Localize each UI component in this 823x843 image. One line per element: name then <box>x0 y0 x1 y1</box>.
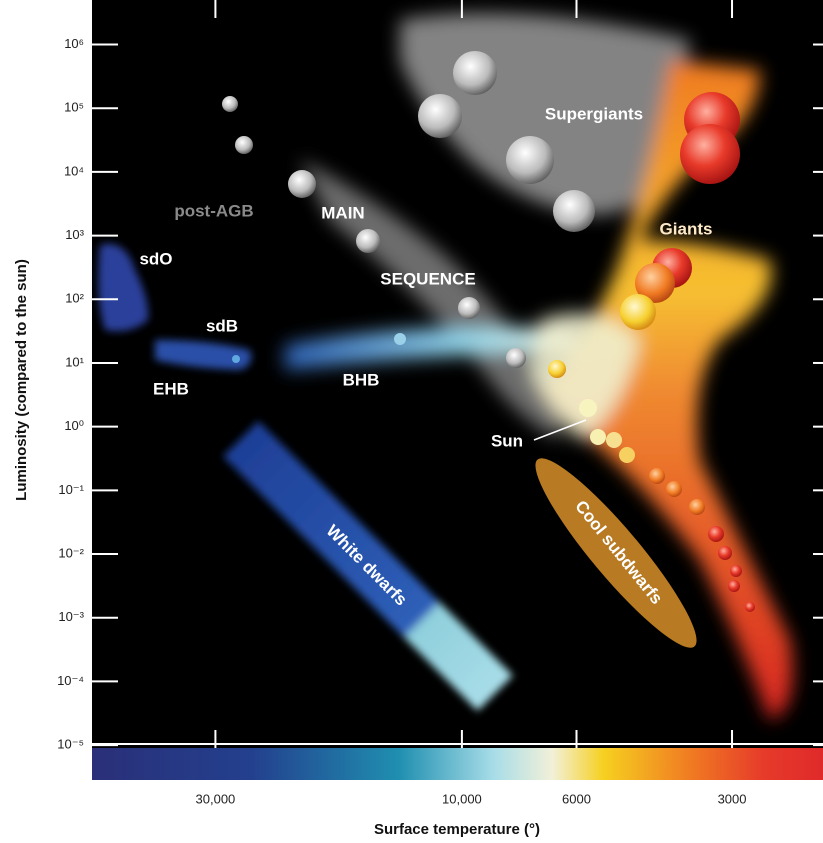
white-dwarf-region <box>223 421 513 711</box>
y-tick-label: 10⁻⁵ <box>57 737 84 752</box>
y-tick-label: 10⁻¹ <box>58 482 84 497</box>
star-icon <box>606 432 622 448</box>
star-icon <box>453 51 497 95</box>
star-icon <box>553 190 595 232</box>
star-icon <box>730 565 742 577</box>
star-icon <box>548 360 566 378</box>
star-icon <box>619 447 635 463</box>
sdo-region <box>98 243 149 332</box>
annotation: Sun <box>491 431 523 450</box>
x-tick-label: 30,000 <box>196 791 236 806</box>
y-tick-label: 10² <box>65 291 84 306</box>
star-icon <box>235 136 253 154</box>
sun-region <box>530 313 640 440</box>
star-icon <box>506 136 554 184</box>
star-icon <box>708 526 724 542</box>
star-icon <box>745 602 755 612</box>
star-icon <box>680 124 740 184</box>
star-icon <box>728 580 740 592</box>
star-icon <box>418 94 462 138</box>
star-icon <box>649 468 665 484</box>
y-tick-label: 10⁴ <box>64 163 84 178</box>
star-icon <box>635 263 675 303</box>
annotation: BHB <box>343 370 380 389</box>
star-icon <box>579 399 597 417</box>
star-icon <box>394 333 406 345</box>
cool-subdwarf-region <box>535 458 697 648</box>
annotation: SEQUENCE <box>380 269 475 288</box>
sun-pointer <box>533 419 587 441</box>
annotation: post-AGB <box>174 201 253 220</box>
x-axis-title: Surface temperature (°) <box>374 821 540 838</box>
star-icon <box>620 294 656 330</box>
y-tick-label: 10⁻³ <box>58 609 84 624</box>
star-icon <box>356 229 380 253</box>
y-tick-label: 10⁵ <box>64 100 84 115</box>
y-axis-title: Luminosity (compared to the sun) <box>13 259 30 501</box>
star-icon <box>288 170 316 198</box>
color-bar <box>92 748 823 780</box>
y-tick-label: 10⁰ <box>64 418 84 433</box>
y-tick-label: 10³ <box>65 227 84 242</box>
y-tick-label: 10⁻⁴ <box>57 673 84 688</box>
x-tick-label: 3000 <box>718 791 747 806</box>
annotation: EHB <box>153 379 189 398</box>
annotation: MAIN <box>321 203 364 222</box>
star-icon <box>506 348 526 368</box>
star-icon <box>718 546 732 560</box>
star-icon <box>232 355 240 363</box>
x-tick-label: 6000 <box>562 791 591 806</box>
y-tick-label: 10⁻² <box>58 545 84 560</box>
annotation: sdB <box>206 316 238 335</box>
white-dwarf-band <box>223 421 513 711</box>
bhb-region <box>285 327 580 370</box>
star-icon <box>590 429 606 445</box>
blue-regions <box>98 243 252 370</box>
star-icon <box>458 297 480 319</box>
star-icon <box>222 96 238 112</box>
star-icon <box>666 481 682 497</box>
x-tick-label: 10,000 <box>442 791 482 806</box>
star-icons <box>222 51 755 612</box>
ehb-region <box>155 340 252 370</box>
star-icon <box>689 499 705 515</box>
annotation: sdO <box>139 249 172 268</box>
annotation: Supergiants <box>545 104 643 123</box>
annotation: Giants <box>660 219 713 238</box>
y-tick-label: 10⁶ <box>64 36 84 51</box>
y-tick-label: 10¹ <box>65 354 84 369</box>
